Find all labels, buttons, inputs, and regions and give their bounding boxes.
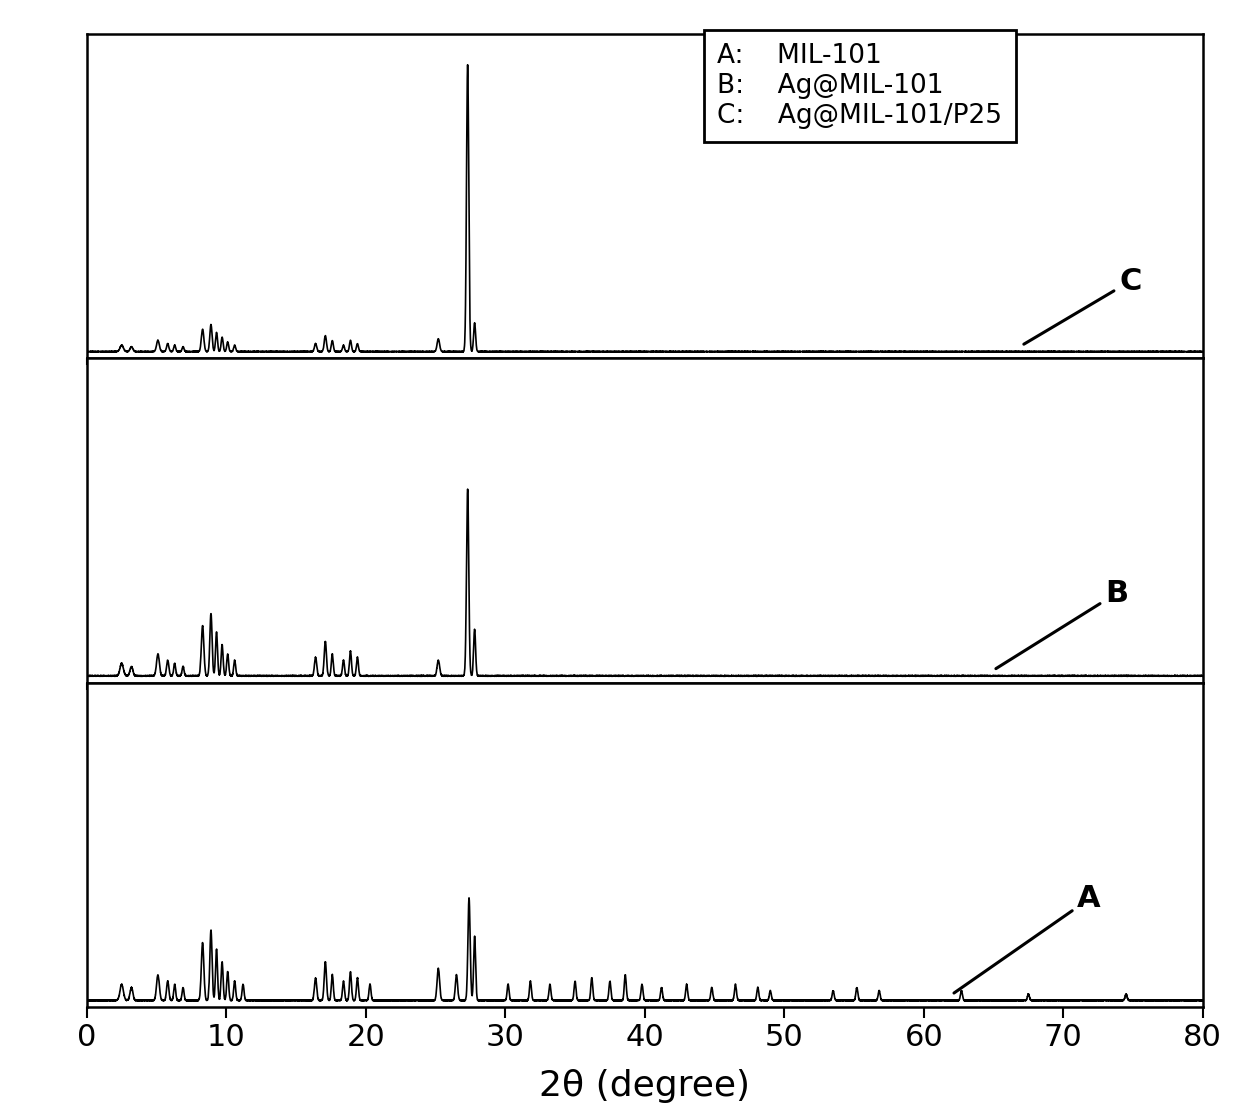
Text: A: A	[954, 884, 1101, 993]
Text: A:    MIL-101
B:    Ag@MIL-101
C:    Ag@MIL-101/P25: A: MIL-101 B: Ag@MIL-101 C: Ag@MIL-101/P…	[717, 44, 1002, 130]
X-axis label: 2θ (degree): 2θ (degree)	[539, 1069, 750, 1102]
Text: B: B	[996, 579, 1128, 669]
Text: C: C	[1024, 266, 1142, 345]
